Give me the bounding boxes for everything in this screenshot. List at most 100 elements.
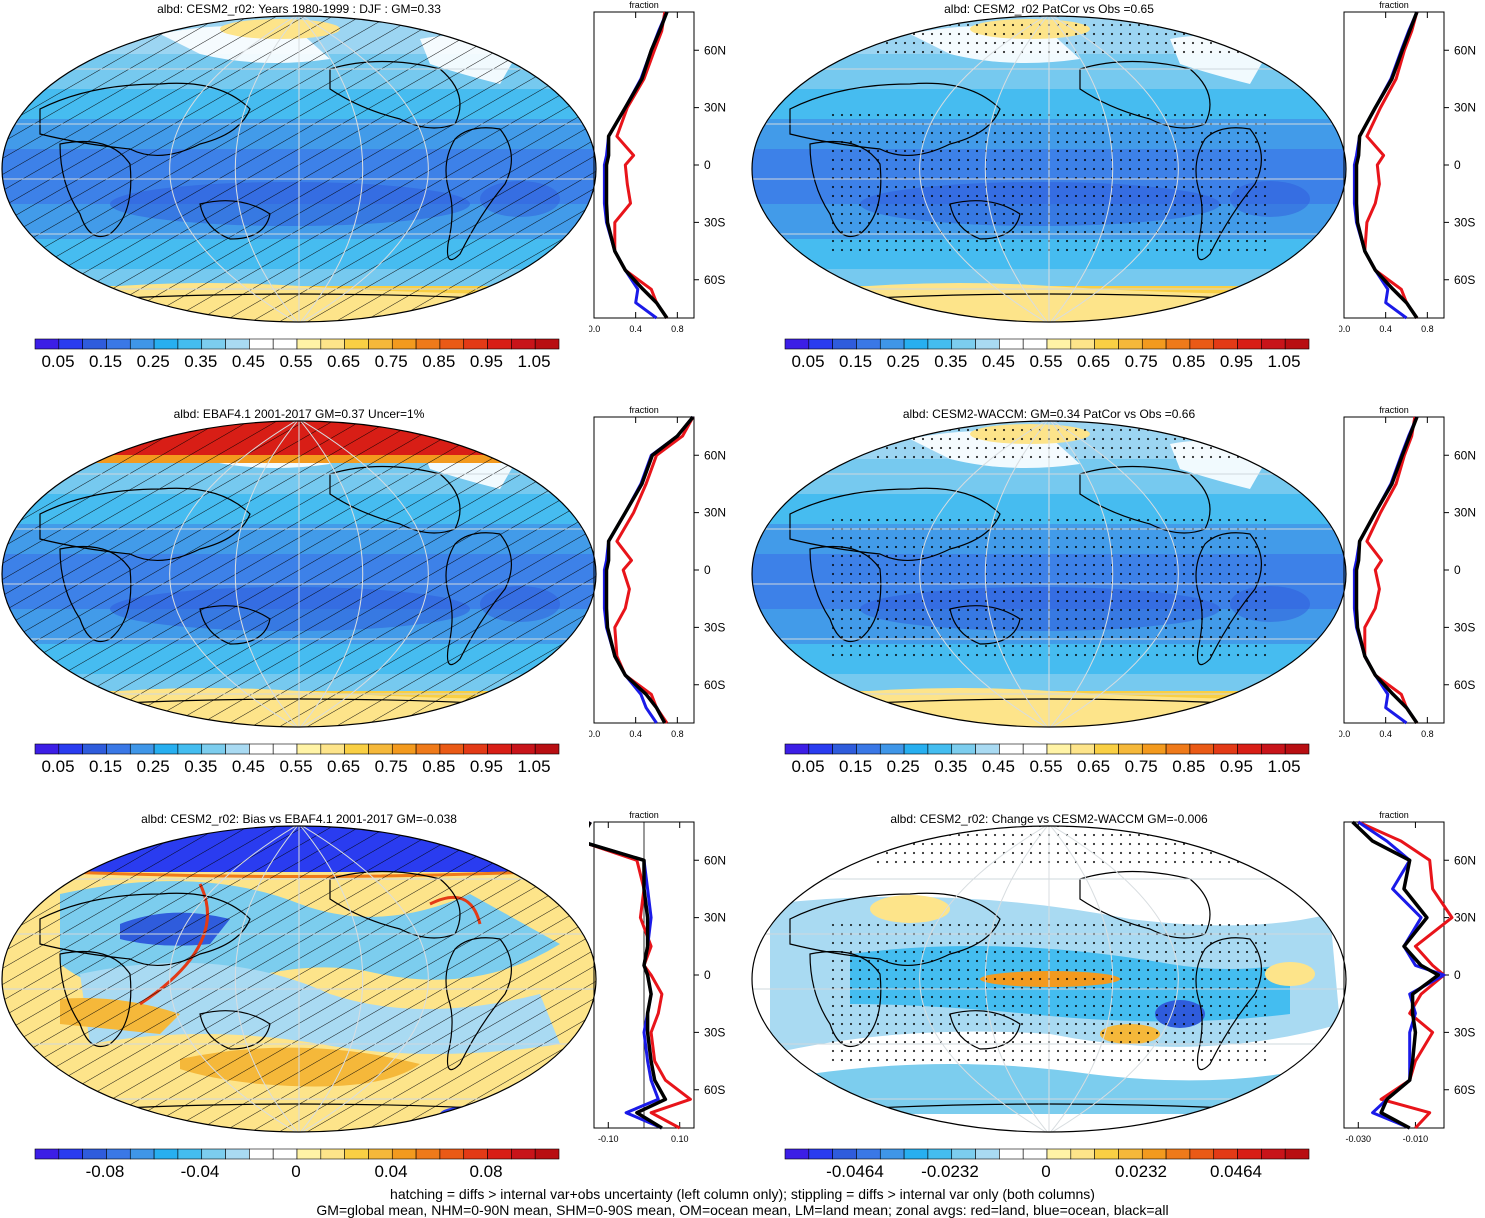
zonal-all-line [1354, 11, 1419, 319]
lat-tick-label: 60N [704, 448, 726, 462]
colorbar-tick-label: 0.65 [1077, 352, 1111, 371]
x-tick-label: 0.10 [671, 1134, 689, 1144]
lat-tick-label: 30S [704, 1025, 725, 1039]
zonal-mean-plot: fraction 60N 30N 0 30S 60S 0.0 0.4 0.8 [589, 405, 726, 739]
zonal-mean-plot: fraction 60N 30N 0 30S 60S 0.0 0.4 0.8 [589, 0, 726, 334]
colorbar [34, 743, 560, 755]
colorbar-tick-label: 0.35 [934, 352, 968, 371]
colorbar-tick-label: 1.05 [1267, 352, 1301, 371]
colorbar-tick-label: 0.75 [374, 757, 408, 776]
x-tick-label: 0.8 [671, 729, 684, 739]
colorbar-tick-label: 0.45 [981, 757, 1015, 776]
colorbar-tick-label: -0.08 [85, 1162, 125, 1181]
lat-tick-label: 0 [1454, 158, 1461, 172]
colorbar-tick-label: 0.15 [839, 352, 873, 371]
lat-tick-label: 0 [1454, 968, 1461, 982]
x-tick-label: 0.0 [589, 324, 600, 334]
zonal-all-line [1354, 416, 1419, 724]
lat-tick-label: 30N [704, 101, 726, 115]
colorbar-tick-label: 0.04 [374, 1162, 408, 1181]
lat-tick-label: 60S [1454, 1083, 1475, 1097]
colorbar-tick-label: 0.55 [279, 352, 313, 371]
colorbar [784, 338, 1310, 350]
colorbar-tick-label: 0.05 [41, 757, 75, 776]
x-tick-label: 0.0 [1339, 729, 1350, 739]
zonal-all-line [589, 821, 668, 1130]
lat-tick-label: 30S [1454, 1025, 1475, 1039]
zonal-axis-title: fraction [1379, 810, 1409, 820]
lat-tick-label: 0 [704, 158, 711, 172]
lat-tick-label: 0 [704, 968, 711, 982]
zonal-mean-plot: fraction 60N 30N 0 30S 60S 0.0 0.4 0.8 [1339, 405, 1476, 739]
colorbar-tick-label: 0.25 [886, 352, 920, 371]
colorbar-tick-label: 0.85 [422, 757, 456, 776]
colorbar-tick-label: 0.65 [1077, 757, 1111, 776]
colorbar-tick-label: -0.0232 [921, 1162, 979, 1181]
lat-tick-label: 30S [704, 620, 725, 634]
lat-tick-label: 60S [704, 273, 725, 287]
colorbar-labels: -0.0464 -0.0232 0 0.0232 0.0464 [784, 1162, 1308, 1182]
colorbar-tick-label: 0.75 [374, 352, 408, 371]
x-tick-label: 0.0 [1339, 324, 1350, 334]
colorbar-labels: 0.05 0.15 0.25 0.35 0.45 0.55 0.65 0.75 0.85 0.95… [34, 757, 558, 777]
colorbar-tick-label: 0 [1041, 1162, 1051, 1181]
colorbar-tick-label: -0.0464 [826, 1162, 884, 1181]
zonal-axis-title: fraction [1379, 0, 1409, 10]
zonal-mean-plot: fraction 60N 30N 0 30S 60S -0.030 -0.010 [1343, 810, 1476, 1144]
colorbar-tick-label: 0.35 [184, 757, 218, 776]
zonal-all-line [604, 11, 669, 319]
map-plot [1, 15, 597, 323]
x-tick-label: 0.4 [629, 324, 642, 334]
zonal-ocean-line [602, 11, 669, 320]
lat-tick-label: 30S [704, 215, 725, 229]
map-title: albd: EBAF4.1 2001-2017 GM=0.37 Uncer=1% [173, 407, 425, 421]
lat-tick-label: 30N [704, 911, 726, 925]
zonal-land-line [1363, 11, 1419, 319]
x-tick-label: 0.4 [1379, 324, 1392, 334]
colorbar-tick-label: 0.95 [469, 757, 503, 776]
colorbar-labels: 0.05 0.15 0.25 0.35 0.45 0.55 0.65 0.75 0.85 0.95… [784, 352, 1308, 372]
colorbar-labels: -0.08 -0.04 0 0.04 0.08 [34, 1162, 558, 1182]
colorbar [34, 338, 560, 350]
colorbar-tick-label: 0.55 [1029, 352, 1063, 371]
colorbar-tick-label: 0.0232 [1115, 1162, 1167, 1181]
colorbar-tick-label: 0.45 [231, 757, 265, 776]
colorbar-tick-label: 0.45 [231, 352, 265, 371]
zonal-ocean-line [1352, 11, 1419, 320]
colorbar-tick-label: 0.15 [89, 757, 123, 776]
colorbar-tick-label: 0.75 [1124, 757, 1158, 776]
colorbar-tick-label: 0.65 [327, 757, 361, 776]
map-title: albd: CESM2-WACCM: GM=0.34 PatCor vs Obs… [902, 407, 1196, 421]
colorbar-tick-label: 0.85 [1172, 352, 1206, 371]
colorbar-tick-label: 0.08 [469, 1162, 503, 1181]
zonal-axis-title: fraction [629, 405, 659, 415]
map-title: albd: CESM2_r02: Change vs CESM2-WACCM G… [890, 812, 1208, 826]
zonal-all-line [604, 415, 695, 724]
zonal-mean-plot: fraction 60N 30N 0 30S 60S -0.10 0.10 [589, 810, 726, 1144]
colorbar-tick-label: 0.25 [886, 757, 920, 776]
x-tick-label: -0.030 [1346, 1134, 1372, 1144]
colorbar-tick-label: 0.15 [839, 757, 873, 776]
colorbar-tick-label: 0.45 [981, 352, 1015, 371]
lat-tick-label: 60N [704, 853, 726, 867]
map-title: albd: CESM2_r02 PatCor vs Obs =0.65 [944, 2, 1154, 16]
colorbar-tick-label: 0.95 [1219, 352, 1253, 371]
lat-tick-label: 30N [1454, 506, 1476, 520]
x-tick-label: -0.010 [1403, 1134, 1429, 1144]
map-plot [1, 825, 597, 1133]
x-tick-label: 0.8 [671, 324, 684, 334]
x-tick-label: 0.8 [1421, 729, 1434, 739]
lat-tick-label: 0 [1454, 563, 1461, 577]
map-plot [751, 15, 1347, 323]
colorbar-tick-label: 0.05 [791, 757, 825, 776]
colorbar-labels: 0.05 0.15 0.25 0.35 0.45 0.55 0.65 0.75 0.85 0.95… [34, 352, 558, 372]
zonal-land-line [589, 821, 692, 1130]
lat-tick-label: 60N [704, 43, 726, 57]
x-tick-label: 0.8 [1421, 324, 1434, 334]
footer-line-2: GM=global mean, NHM=0-90N mean, SHM=0-90… [316, 1202, 1169, 1218]
colorbar-tick-label: -0.04 [180, 1162, 220, 1181]
footer-line-1: hatching = diffs > internal var+obs unce… [390, 1186, 1095, 1202]
x-tick-label: -0.10 [598, 1134, 619, 1144]
colorbar-tick-label: 0.95 [1219, 757, 1253, 776]
colorbar-tick-label: 0.85 [422, 352, 456, 371]
